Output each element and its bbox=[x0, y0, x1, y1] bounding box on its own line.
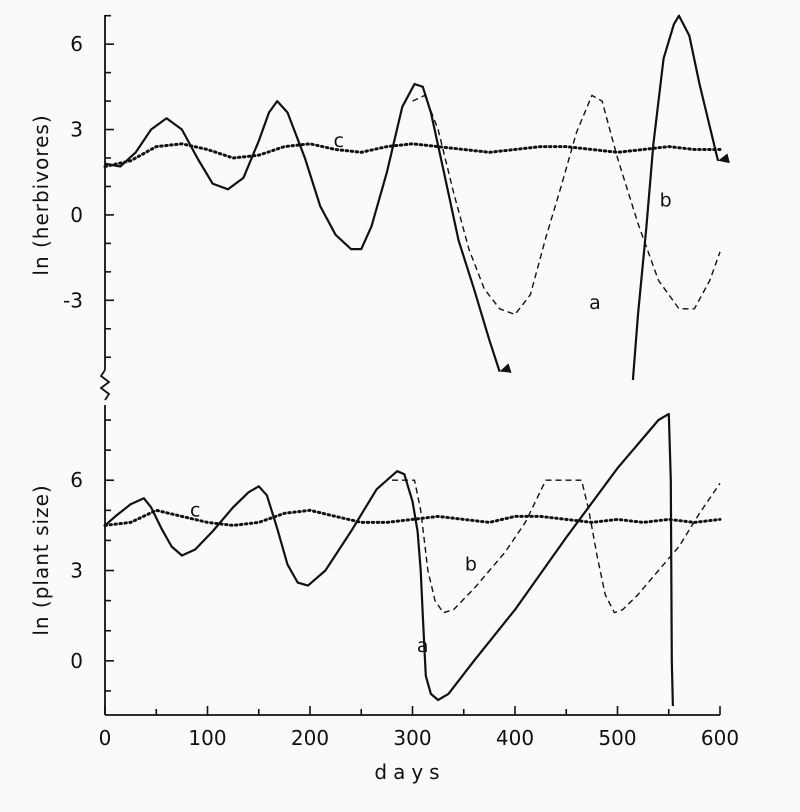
series-line-a-solid bbox=[104, 412, 674, 707]
x-tick-label: 300 bbox=[393, 726, 431, 750]
x-tick-label: 100 bbox=[188, 726, 226, 750]
x-tick-label: 500 bbox=[598, 726, 636, 750]
herbivores-panel: 6 3 0 -3 ln (herbivores) a b c bbox=[29, 14, 730, 381]
y-tick-label: 6 bbox=[70, 468, 83, 492]
series-label-b: b bbox=[660, 190, 672, 212]
x-tick-label: 200 bbox=[291, 726, 329, 750]
series-line-b-dashed bbox=[412, 94, 721, 316]
x-axis-label: days bbox=[374, 760, 445, 784]
x-tick-label: 0 bbox=[99, 726, 112, 750]
y-tick-label: 3 bbox=[70, 118, 83, 142]
series-label-c: c bbox=[190, 499, 200, 521]
y-axis-label: ln (herbivores) bbox=[29, 114, 53, 275]
y-axis-label: ln (plant size) bbox=[29, 484, 53, 635]
series-line-c-dotted bbox=[103, 508, 722, 527]
y-tick-label: 0 bbox=[70, 203, 83, 227]
series-line-a-solid bbox=[631, 14, 730, 381]
x-tick-label: 600 bbox=[701, 726, 739, 750]
series-line-c-dotted bbox=[103, 142, 722, 168]
plant-size-panel: 6 3 0 ln (plant size) 0 100 200 300 400 500 600 a b c bbox=[29, 405, 739, 750]
series-label-a: a bbox=[417, 635, 429, 657]
series-label-c: c bbox=[333, 130, 343, 152]
series-line-a-solid bbox=[104, 82, 512, 373]
y-tick-label: 0 bbox=[70, 649, 83, 673]
y-tick-label: 6 bbox=[70, 32, 83, 56]
y-tick-label: 3 bbox=[70, 559, 83, 583]
series-label-b: b bbox=[465, 554, 477, 576]
x-tick-label: 400 bbox=[496, 726, 534, 750]
series-label-a: a bbox=[589, 292, 601, 314]
y-tick-label: -3 bbox=[63, 288, 83, 312]
axis-break-mark bbox=[99, 369, 111, 401]
